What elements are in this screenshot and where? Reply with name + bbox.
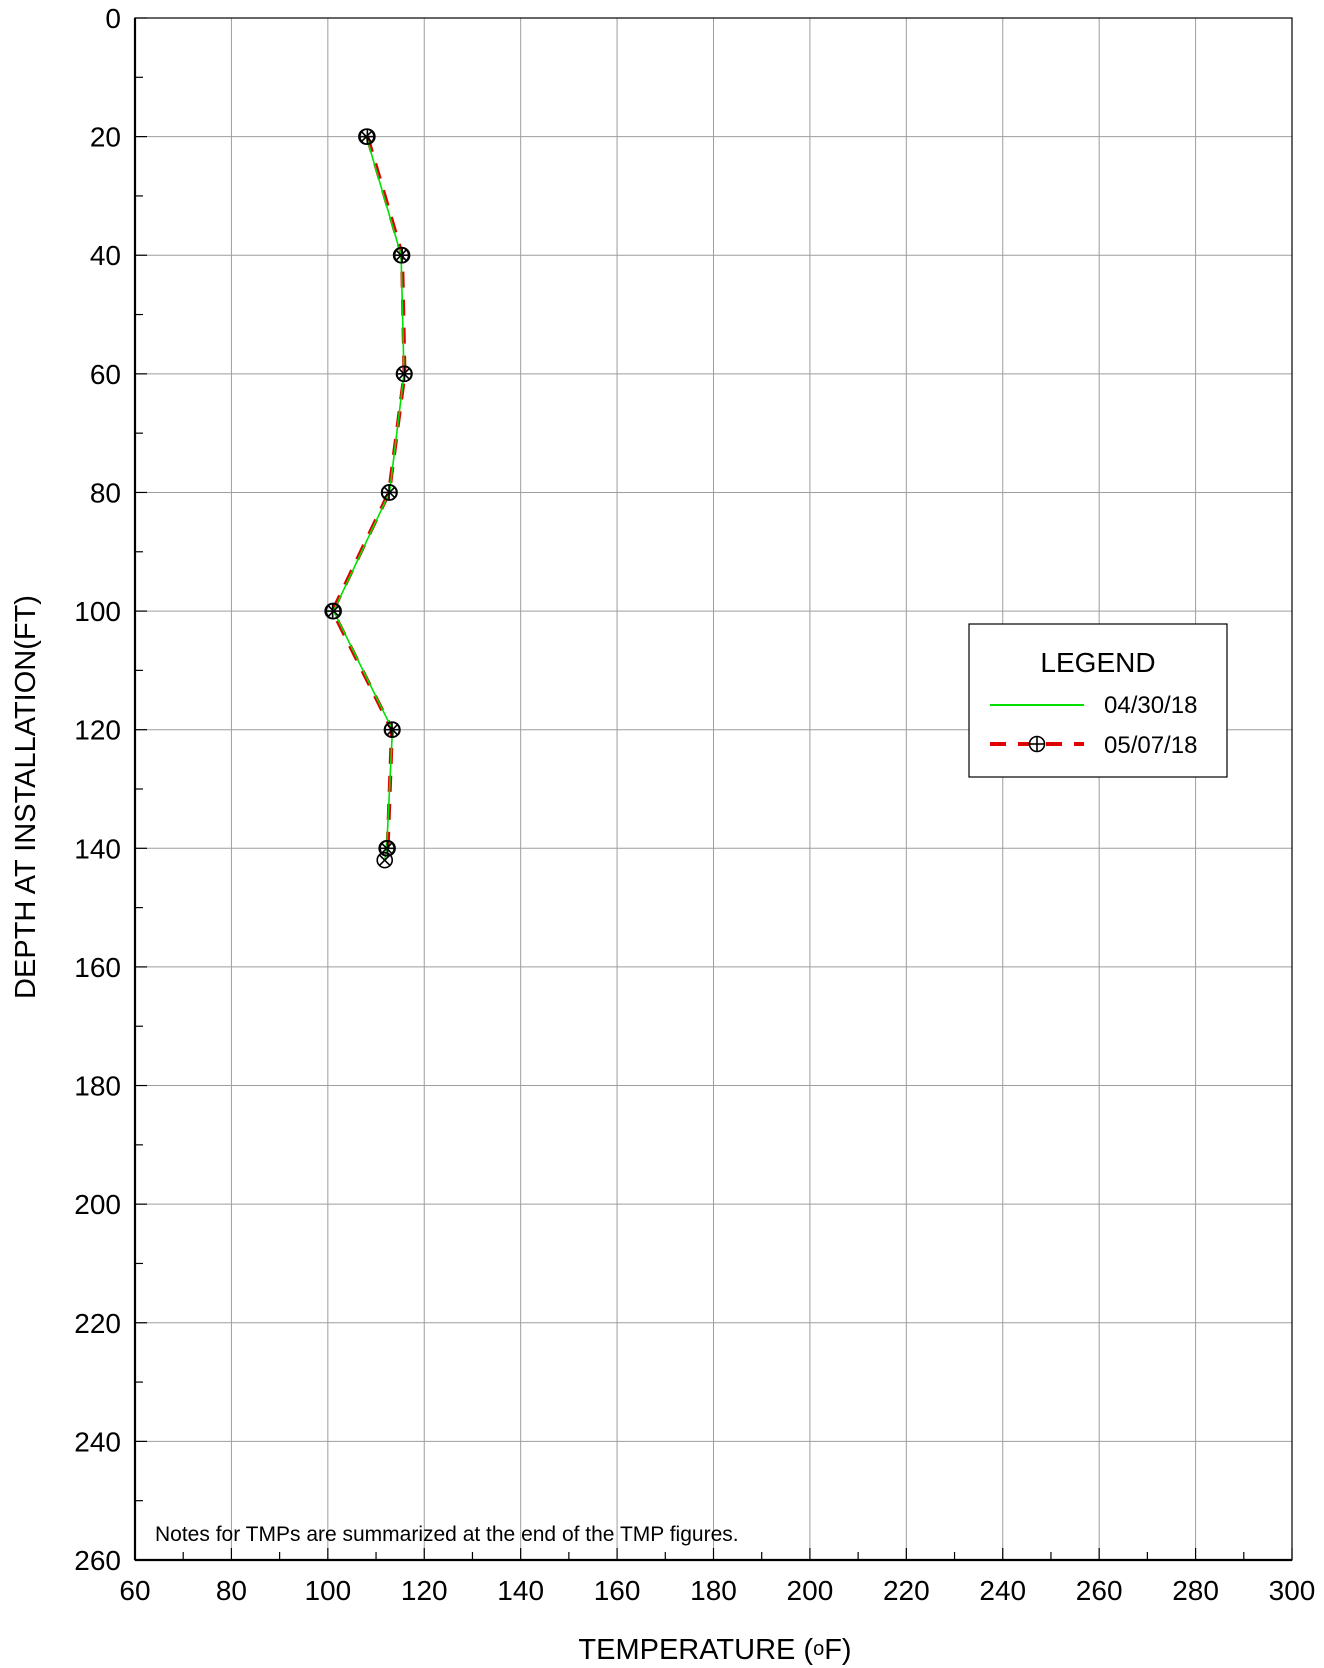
x-tick-label: 280 (1172, 1575, 1219, 1606)
point-circle (325, 602, 342, 620)
y-tick-label: 200 (74, 1189, 121, 1220)
legend-entry-1: 04/30/18 (1104, 692, 1197, 719)
x-tick-label: 220 (883, 1575, 930, 1606)
point-x-b (327, 605, 340, 618)
y-tick-label: 160 (74, 952, 121, 983)
point-04-30-18 (384, 721, 401, 738)
x-axis-title-degree: o (813, 1638, 824, 1660)
y-tick-label: 40 (90, 240, 121, 271)
x-tick-label: 60 (119, 1575, 150, 1606)
y-tick-label: 120 (74, 715, 121, 746)
point-circle (358, 128, 375, 145)
point-circle (384, 721, 401, 738)
x-tick-label: 200 (787, 1575, 834, 1606)
y-tick-label: 100 (74, 596, 121, 627)
series-line-04-30-18 (332, 136, 405, 861)
legend-title: LEGEND (1040, 647, 1155, 678)
y-tick-label: 0 (105, 3, 121, 34)
x-tick-labels: 60 80 100 120 140 160 180 200 220 240 260 280 300 (119, 1575, 1315, 1606)
legend: LEGEND 04/30/18 05/07/18 (968, 623, 1228, 778)
point-x-b (386, 723, 399, 736)
point-circle (392, 246, 410, 264)
grid (134, 17, 1293, 1561)
point-04-30-18 (325, 602, 342, 620)
point-04-30-18 (392, 246, 410, 264)
y-tick-label: 260 (74, 1545, 121, 1576)
point-04-30-18 (358, 128, 375, 145)
x-tick-label: 180 (690, 1575, 737, 1606)
minor-ticks (134, 17, 1293, 1561)
note-text: Notes for TMPs are summarized at the end… (155, 1523, 739, 1546)
point-x-b (360, 130, 373, 143)
x-tick-label: 140 (497, 1575, 544, 1606)
legend-box (968, 623, 1228, 778)
y-tick-label: 80 (90, 477, 121, 508)
point-04-30-18 (381, 484, 398, 501)
y-tick-label: 140 (74, 833, 121, 864)
x-tick-label: 300 (1269, 1575, 1316, 1606)
y-tick-label: 220 (74, 1308, 121, 1339)
point-x-b (378, 854, 391, 867)
x-axis-title: TEMPERATURE (oF) (578, 1634, 851, 1666)
point-04-30-18 (376, 851, 394, 869)
y-tick-label: 180 (74, 1071, 121, 1102)
legend-swatch-2-marker (1028, 735, 1046, 753)
x-tick-label: 260 (1076, 1575, 1123, 1606)
point-circle (395, 365, 413, 383)
y-tick-label: 60 (90, 359, 121, 390)
point-04-30-18 (395, 365, 413, 383)
x-tick-label: 240 (979, 1575, 1026, 1606)
y-tick-label: 20 (90, 122, 121, 153)
x-tick-label: 120 (401, 1575, 448, 1606)
point-x-b (380, 842, 393, 855)
x-tick-label: 100 (304, 1575, 351, 1606)
x-tick-label: 80 (216, 1575, 247, 1606)
y-tick-labels: 0 20 40 60 80 100 120 140 160 180 200 220 240 260 (74, 3, 121, 1576)
point-circle (381, 484, 398, 501)
y-axis-title: DEPTH AT INSTALLATION(FT) (10, 595, 42, 999)
legend-entry-2: 05/07/18 (1104, 732, 1197, 759)
point-circle (376, 851, 394, 869)
x-tick-label: 160 (594, 1575, 641, 1606)
x-axis-title-main: TEMPERATURE ( (578, 1634, 813, 1666)
point-x-b (383, 486, 396, 499)
point-04-30-18 (378, 840, 395, 857)
point-x-b (398, 367, 410, 380)
point-x-b (395, 249, 408, 262)
series-layer (324, 128, 413, 869)
point-circle (378, 840, 395, 857)
x-axis-title-unit: F) (824, 1634, 851, 1666)
y-tick-label: 240 (74, 1426, 121, 1457)
